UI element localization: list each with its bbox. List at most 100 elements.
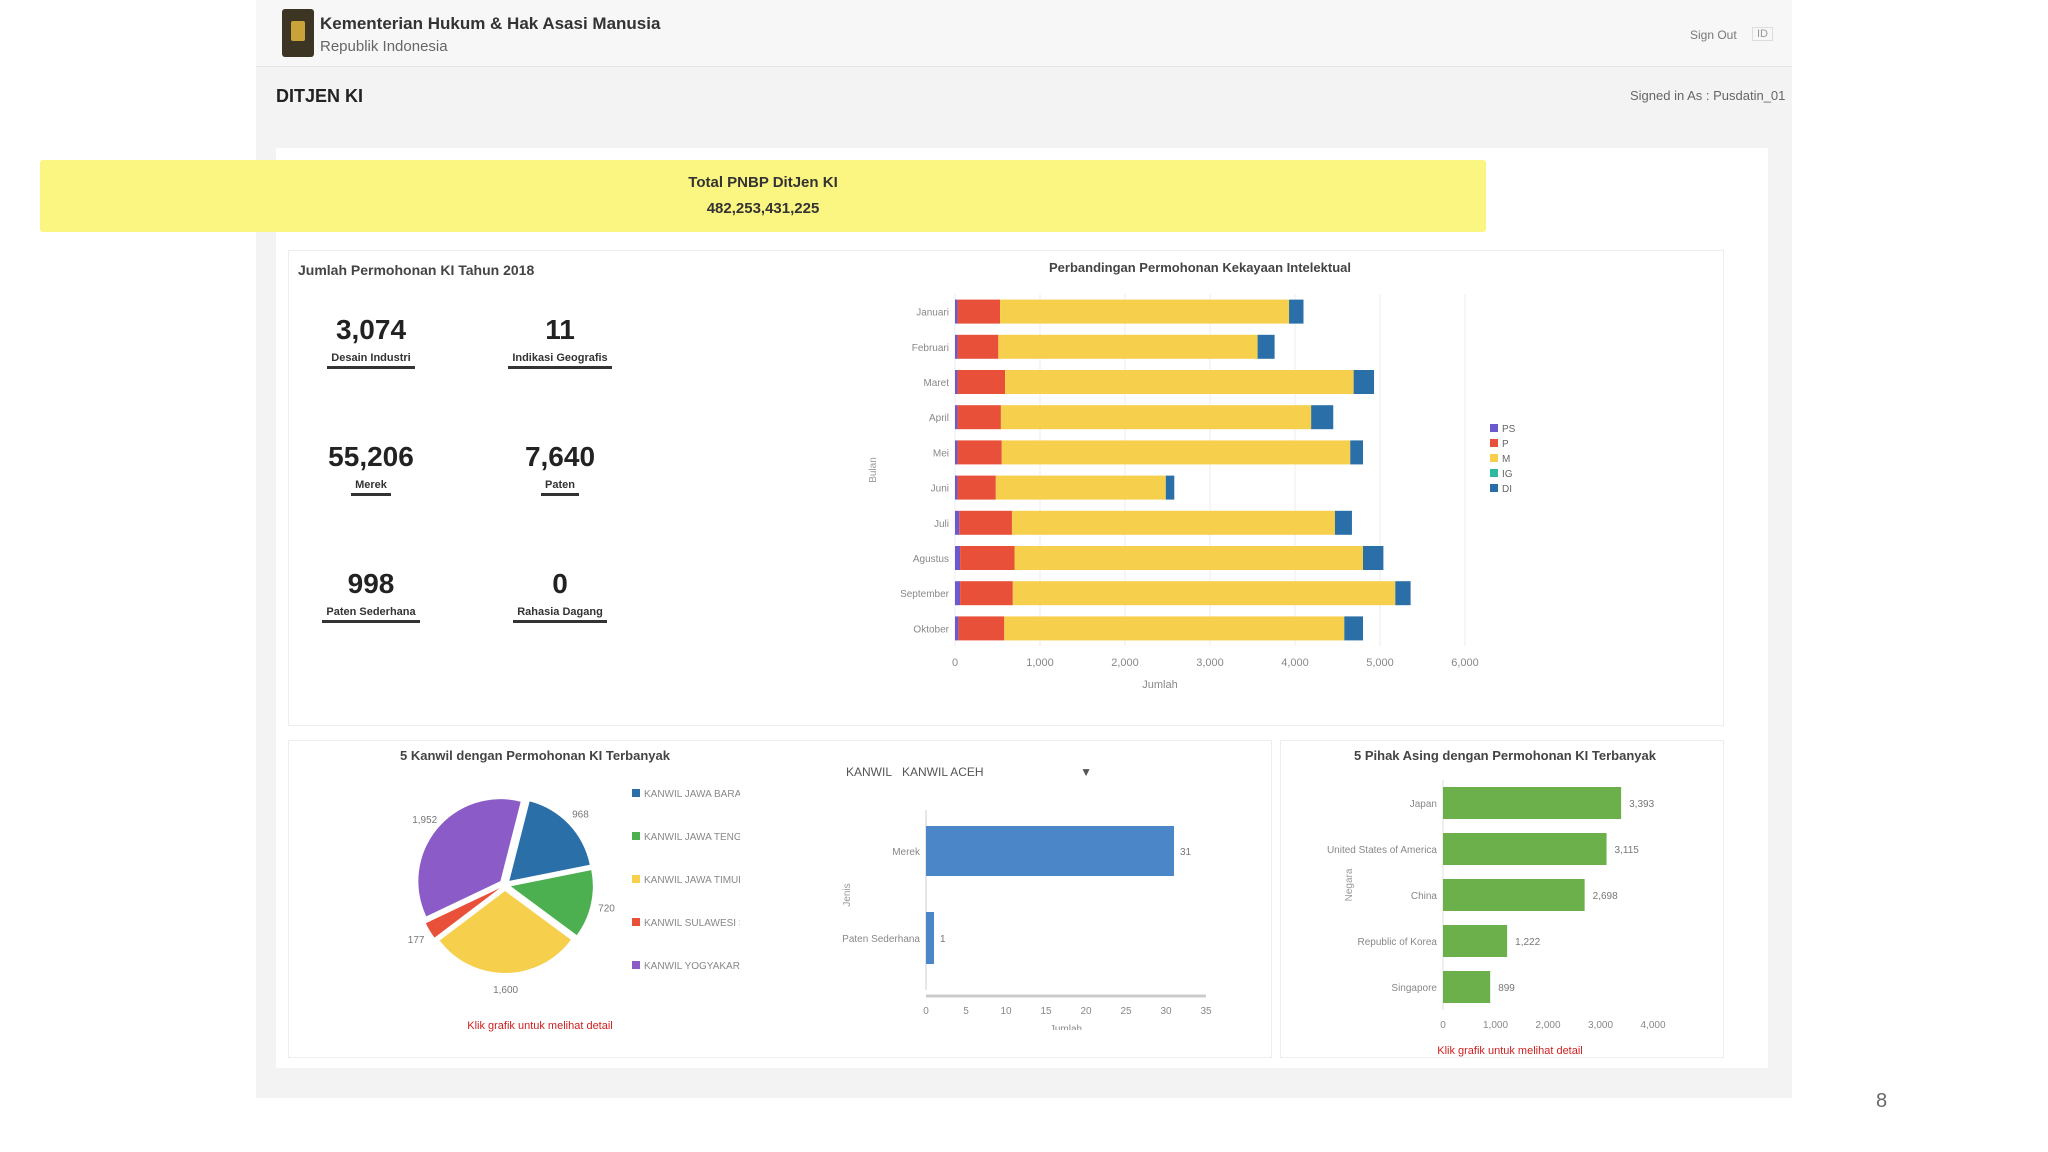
x-tick-label: 5,000	[1366, 657, 1394, 669]
pie-slice	[425, 888, 500, 938]
pie-slice	[510, 870, 593, 936]
bar-segment	[1012, 581, 1396, 606]
pie-slice	[418, 799, 521, 917]
x-tick-label: 35	[1200, 1006, 1212, 1017]
pie-slice	[439, 890, 571, 973]
stat-desain-industri[interactable]: 3,074 Desain Industri	[296, 314, 446, 369]
comparison-chart-title: Perbandingan Permohonan Kekayaan Intelek…	[1049, 260, 1351, 275]
language-button[interactable]: ID	[1752, 27, 1773, 41]
x-tick-label: 1,000	[1483, 1020, 1508, 1030]
x-tick-label: 2,000	[1111, 657, 1139, 669]
ministry-logo-icon	[282, 9, 314, 57]
bar	[1443, 787, 1622, 819]
pnbp-value: 482,253,431,225	[706, 200, 820, 217]
legend-label: IG	[1502, 469, 1513, 480]
bar-segment	[1311, 405, 1334, 430]
legend-label: KANWIL SULAWESI SELATAN	[644, 918, 740, 929]
bar-segment	[955, 616, 959, 641]
stat-indikasi-geografis[interactable]: 11 Indikasi Geografis	[485, 314, 635, 369]
bar-segment	[957, 475, 996, 500]
bar-segment	[957, 299, 1001, 324]
bar-value-label: 3,393	[1629, 799, 1654, 810]
stat-label: Rahasia Dagang	[513, 604, 607, 623]
y-tick-label: Februari	[912, 343, 949, 354]
stat-merek[interactable]: 55,206 Merek	[296, 441, 446, 496]
bar-segment	[957, 334, 999, 359]
bar-segment	[955, 440, 958, 465]
pie-slice-label: 968	[572, 809, 589, 820]
bar-segment	[955, 475, 958, 500]
page-number: 8	[1876, 1090, 1888, 1112]
y-tick-label: Merek	[892, 847, 921, 858]
legend-label: PS	[1502, 424, 1516, 435]
foreign-chart-note: Klik grafik untuk melihat detail	[1437, 1045, 1583, 1057]
x-tick-label: 30	[1160, 1006, 1172, 1017]
comparison-stacked-bar-chart[interactable]: 0 1,000 2,000 3,000 4,000 5,000 6,000 Jumlah Bul…	[860, 280, 1560, 700]
y-tick-label: Maret	[923, 378, 949, 389]
foreign-bar-chart[interactable]: 0 1,000 2,000 3,000 4,000 Negara Japan 3,393 Uni…	[1300, 770, 1700, 1030]
stat-paten-sederhana[interactable]: 998 Paten Sederhana	[296, 568, 446, 623]
stat-value: 7,640	[524, 441, 596, 472]
y-tick-label: China	[1411, 891, 1438, 902]
kanwil-detail-bar-chart[interactable]: 0 5 10 15 20 25 30 35 Jumlah Jenis Merek 31 Paten Se…	[840, 790, 1240, 1030]
org-name: Kementerian Hukum & Hak Asasi Manusia	[320, 14, 661, 33]
stat-paten[interactable]: 7,640 Paten	[485, 441, 635, 496]
pie-slice-label: 720	[598, 904, 615, 915]
stat-rahasia-dagang[interactable]: 0 Rahasia Dagang	[485, 568, 635, 623]
bar	[1443, 925, 1508, 957]
legend-label: P	[1502, 439, 1509, 450]
x-axis-label: Jumlah	[1142, 679, 1177, 691]
stat-label: Desain Industri	[327, 350, 415, 369]
legend-swatch	[632, 918, 640, 926]
bar-segment	[1014, 546, 1363, 570]
sign-out-link[interactable]: Sign Out	[1690, 28, 1737, 42]
legend-label: M	[1502, 454, 1510, 465]
bar	[1443, 971, 1491, 1003]
bar-segment	[1344, 616, 1363, 641]
y-tick-label: Januari	[916, 308, 949, 319]
x-tick-label: 4,000	[1640, 1020, 1665, 1030]
legend-swatch	[1490, 439, 1498, 447]
legend-swatch	[1490, 484, 1498, 492]
bar-value-label: 899	[1498, 983, 1515, 994]
y-tick-label: Paten Sederhana	[842, 934, 920, 945]
x-tick-label: 25	[1120, 1006, 1132, 1017]
top-bar: Kementerian Hukum & Hak Asasi Manusia Re…	[256, 0, 1792, 67]
kanwil-pie-chart[interactable]: 968 720 1,600 177 1,952 KANWIL JAWA BARAT KANW…	[380, 770, 740, 1010]
chevron-down-icon: ▼	[1080, 765, 1092, 779]
x-tick-label: 15	[1040, 1006, 1052, 1017]
bar-segment	[1004, 616, 1345, 641]
y-tick-label: Japan	[1410, 799, 1437, 810]
x-tick-label: 0	[952, 657, 958, 669]
bar-segment	[1005, 370, 1354, 394]
pie-slice-label: 1,952	[412, 815, 437, 826]
legend-swatch	[1490, 424, 1498, 432]
pie-slice	[509, 801, 590, 881]
kanwil-filter-select[interactable]: KANWIL ACEH ▼	[902, 765, 1092, 779]
bar-value-label: 3,115	[1615, 845, 1640, 856]
bar-value-label: 31	[1180, 847, 1192, 858]
kanwil-filter-label: KANWIL	[846, 765, 893, 779]
stat-label: Paten	[541, 477, 579, 496]
y-tick-label: Juni	[931, 484, 949, 495]
legend-swatch	[632, 961, 640, 969]
bar	[1443, 879, 1585, 911]
legend-label: KANWIL JAWA BARAT	[644, 789, 740, 800]
pie-chart-title: 5 Kanwil dengan Permohonan KI Terbanyak	[400, 748, 670, 763]
y-tick-label: Juli	[934, 519, 949, 530]
bar-segment	[998, 334, 1258, 359]
bar-segment	[958, 616, 1005, 641]
stat-label: Paten Sederhana	[322, 604, 420, 623]
bar	[926, 912, 934, 964]
legend-swatch	[632, 875, 640, 883]
x-axis-label: Jumlah	[1050, 1024, 1082, 1030]
x-tick-label: 10	[1000, 1006, 1012, 1017]
bar-segment	[1257, 334, 1275, 359]
bar	[926, 826, 1174, 876]
bar-segment	[955, 299, 958, 324]
pnbp-banner: Total PNBP DitJen KI 482,253,431,225	[40, 160, 1486, 232]
bar-segment	[960, 581, 1013, 606]
x-tick-label: 0	[1440, 1020, 1446, 1030]
bar-segment	[957, 405, 1001, 430]
y-axis-label: Jenis	[842, 883, 853, 906]
